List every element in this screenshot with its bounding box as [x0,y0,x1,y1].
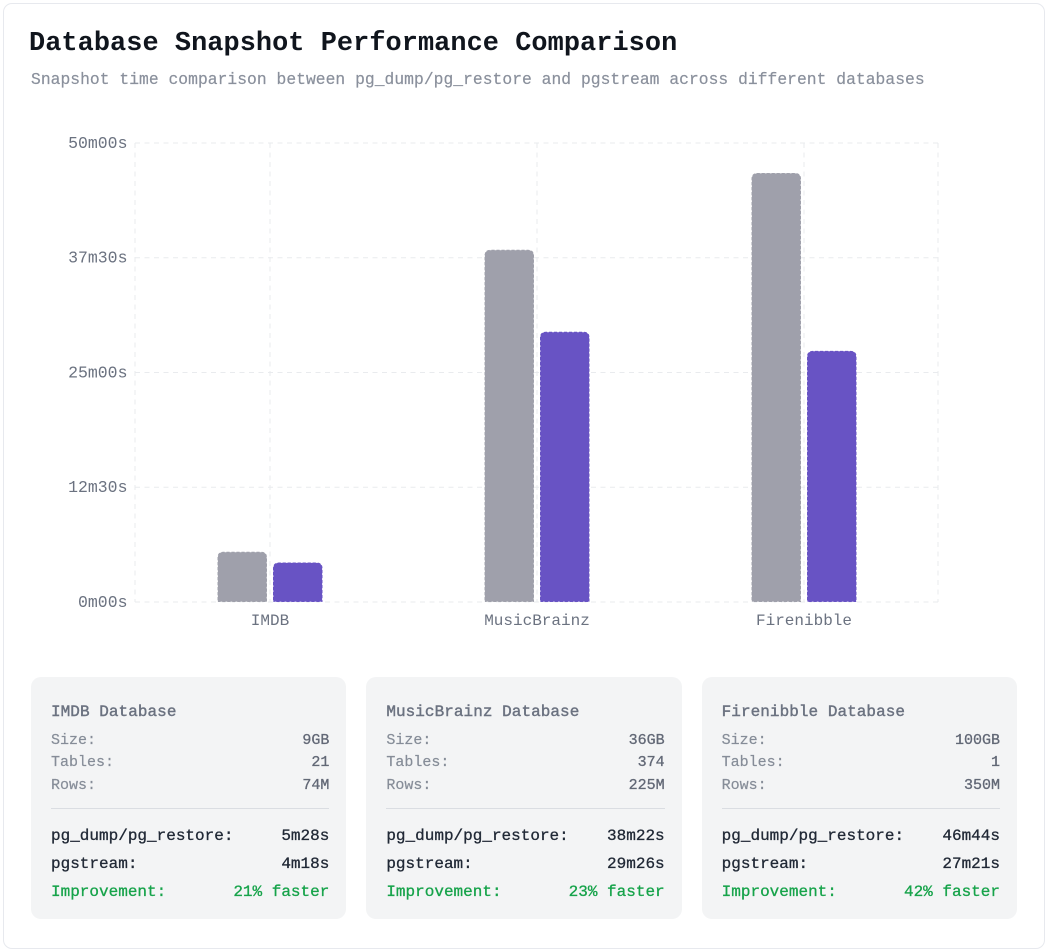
svg-text:50m00s: 50m00s [68,134,127,153]
svg-text:MusicBrainz: MusicBrainz [484,612,590,630]
svg-text:25m00s: 25m00s [68,363,127,382]
svg-text:Firenibble: Firenibble [756,612,852,630]
svg-text:12m30s: 12m30s [68,478,127,497]
svg-text:37m30s: 37m30s [68,249,127,268]
svg-text:0m00s: 0m00s [78,593,128,612]
svg-text:IMDB: IMDB [251,612,289,630]
